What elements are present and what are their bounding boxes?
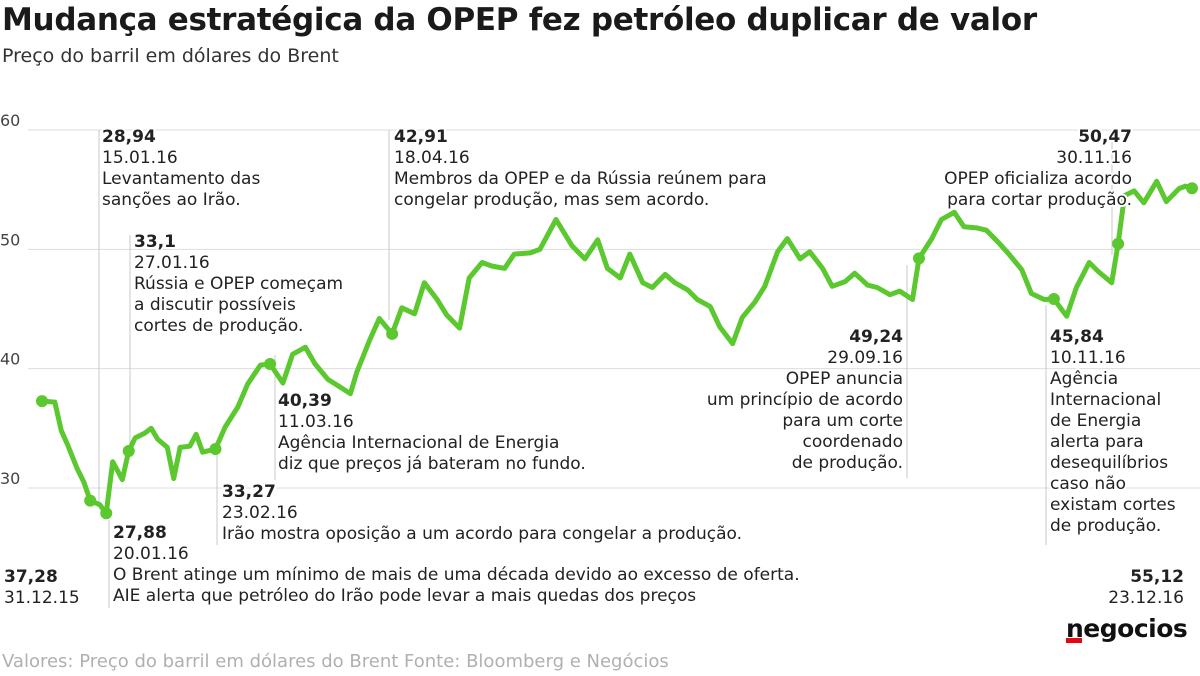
annotation-text: um princípio de acordo xyxy=(707,390,903,410)
annotation-text: de produção. xyxy=(1050,516,1161,536)
annotation-text: de produção. xyxy=(792,453,903,473)
y-tick-label-40: 40 xyxy=(0,350,20,369)
annotation-value: 50,47 xyxy=(1078,127,1132,147)
annotation-date: 30.11.16 xyxy=(1056,148,1132,168)
annotation-date: 20.01.16 xyxy=(113,544,189,564)
annotation-text: Membros da OPEP e da Rússia reúnem para xyxy=(394,169,767,189)
data-point xyxy=(912,252,925,265)
annotation-text: a discutir possíveis xyxy=(134,295,296,315)
annotation-text: Rússia e OPEP começam xyxy=(134,274,343,294)
annotation-text: cortes de produção. xyxy=(134,316,303,336)
negocios-logo: negocios xyxy=(1066,614,1188,643)
annotation-value: 45,84 xyxy=(1050,327,1104,347)
annotation-text: diz que preços já bateram no fundo. xyxy=(278,454,586,474)
brent-price-line xyxy=(39,178,1195,516)
annotation-date: 29.09.16 xyxy=(827,348,903,368)
annotation-date: 15.01.16 xyxy=(102,148,178,168)
data-point xyxy=(1186,182,1198,195)
data-point xyxy=(209,442,222,455)
y-tick-label-30: 30 xyxy=(0,469,20,488)
annotation-text: desequilíbrios xyxy=(1050,453,1168,473)
annotation-date: 23.12.16 xyxy=(1108,588,1184,608)
annotation-text: coordenado xyxy=(803,432,903,452)
chart-area: 30 40 50 60 37,28 31.12.15 28,94 15.01.16 Levant… xyxy=(0,96,1200,608)
annotation-text: OPEP oficializa acordo xyxy=(944,169,1132,189)
annotation-text: Levantamento das xyxy=(102,169,260,189)
y-tick-label-60: 60 xyxy=(0,111,20,130)
annotation-text: alerta para xyxy=(1050,432,1144,452)
annotation-value: 40,39 xyxy=(278,391,332,411)
data-point xyxy=(1112,237,1125,250)
data-point xyxy=(386,327,399,340)
chart-subtitle: Preço do barril em dólares do Brent xyxy=(2,45,339,67)
annotation-value: 33,1 xyxy=(134,232,176,252)
annotation-value: 42,91 xyxy=(394,127,448,147)
annotation-value: 28,94 xyxy=(102,127,156,147)
annotation-text: congelar produção, mas sem acordo. xyxy=(394,190,709,210)
annotation-text: existam cortes xyxy=(1050,495,1176,515)
data-point xyxy=(100,507,113,520)
logo-accent-bar xyxy=(1066,638,1082,643)
annotation-date: 10.11.16 xyxy=(1050,348,1126,368)
annotation-text: Agência Internacional de Energia xyxy=(278,433,559,453)
annotation-text: AIE alerta que petróleo do Irão pode lev… xyxy=(113,586,696,606)
annotation-date: 11.03.16 xyxy=(278,412,354,432)
annotation-text: sanções ao Irão. xyxy=(102,190,241,210)
annotation-text: para cortar produção. xyxy=(947,190,1132,210)
annotation-text: Irão mostra oposição a um acordo para co… xyxy=(222,524,742,544)
annotation-value: 27,88 xyxy=(113,523,167,543)
annotation-date: 31.12.15 xyxy=(4,588,80,608)
annotation-text: Internacional xyxy=(1050,390,1161,410)
annotation-text: OPEP anuncia xyxy=(786,369,903,389)
annotation-text: de Energia xyxy=(1050,411,1141,431)
annotation-value: 55,12 xyxy=(1130,567,1184,587)
data-point xyxy=(36,395,48,408)
annotation-text: para um corte xyxy=(782,411,903,431)
chart-title: Mudança estratégica da OPEP fez petróleo… xyxy=(2,2,1037,38)
annotation-text: caso não xyxy=(1050,474,1126,494)
annotation-date: 18.04.16 xyxy=(394,148,470,168)
annotation-date: 23.02.16 xyxy=(222,503,298,523)
data-point xyxy=(264,358,277,371)
y-tick-label-50: 50 xyxy=(0,230,20,249)
annotation-date: 27.01.16 xyxy=(134,253,210,273)
data-point xyxy=(1047,292,1060,305)
annotation-value: 49,24 xyxy=(849,327,903,347)
annotation-value: 37,28 xyxy=(4,567,58,587)
annotation-value: 33,27 xyxy=(222,482,276,502)
data-point xyxy=(84,494,97,507)
annotation-text: O Brent atinge um mínimo de mais de uma … xyxy=(113,565,800,585)
data-point xyxy=(122,445,135,458)
annotation-text: Agência xyxy=(1050,369,1118,389)
source-footer: Valores: Preço do barril em dólares do B… xyxy=(2,651,669,672)
